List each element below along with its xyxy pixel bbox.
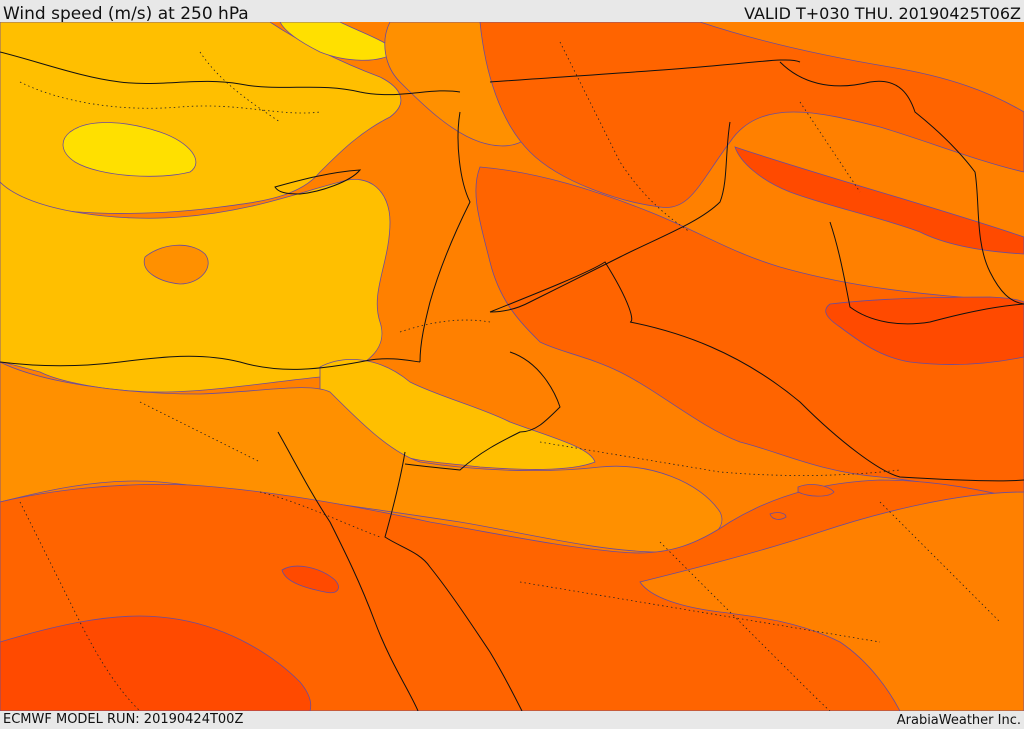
admin-boundary-4 <box>799 101 861 193</box>
map-title: Wind speed (m/s) at 250 hPa <box>3 4 249 24</box>
coastline-red-sea-east <box>384 451 523 711</box>
wind-band-highest-sw <box>0 615 312 711</box>
coastline-cyprus <box>274 169 362 195</box>
admin-boundary-5 <box>539 441 901 476</box>
admin-boundary-10 <box>879 501 1001 623</box>
border-iraq-iran <box>779 61 1024 305</box>
wind-band-mid-blob-west <box>143 244 209 285</box>
admin-boundary-2 <box>199 51 281 123</box>
wind-band-lightest-north <box>279 22 396 61</box>
wind-band-mid-se <box>639 491 1024 711</box>
coastline-egypt-north <box>0 355 421 370</box>
valid-time-label: VALID T+030 THU. 20190425T06Z <box>744 4 1021 23</box>
wind-band-highest-blob <box>281 565 339 594</box>
model-run-label: ECMWF MODEL RUN: 20190424T00Z <box>3 712 244 727</box>
border-iraq-saudi <box>489 261 1024 482</box>
admin-boundary-11 <box>399 319 491 333</box>
credit-label: ArabiaWeather Inc. <box>896 713 1021 728</box>
footer-bar: ECMWF MODEL RUN: 20190424T00Z ArabiaWeat… <box>0 711 1024 729</box>
wind-band-highest-jet-ne <box>734 146 1024 255</box>
wind-band-high-ne <box>479 22 1024 208</box>
border-jordan-saudi <box>404 351 561 471</box>
wind-band-lightest <box>62 122 197 177</box>
wind-speed-map <box>0 22 1024 711</box>
wind-band-high-blob-e2 <box>769 512 787 520</box>
border-syria-iraq-south <box>489 121 731 313</box>
wind-band-high-blob-e1 <box>797 484 835 497</box>
header-bar: Wind speed (m/s) at 250 hPa VALID T+030 … <box>0 0 1024 24</box>
coastline-red-sea-west <box>277 431 419 711</box>
admin-boundary-8 <box>139 401 261 463</box>
coastline-persian-gulf <box>829 221 1024 325</box>
wind-band-highest-jet-east <box>825 296 1024 365</box>
border-syria-iraq <box>489 59 801 83</box>
coastline-levant <box>419 111 471 363</box>
admin-boundary-12 <box>259 491 381 538</box>
coastline-turkey <box>0 51 461 96</box>
